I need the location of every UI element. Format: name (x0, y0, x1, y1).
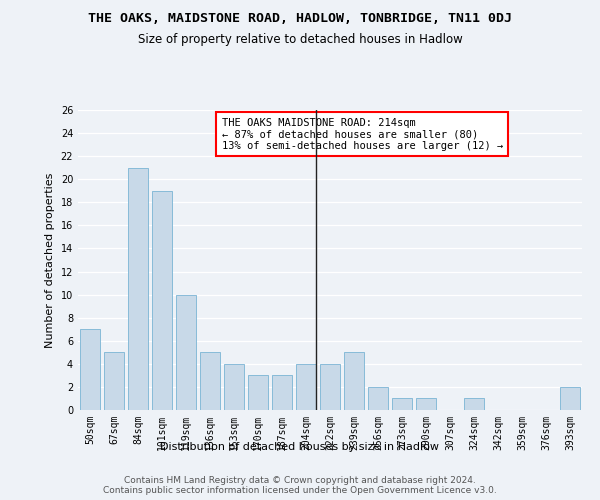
Bar (200, 352, 220, 410)
Bar (320, 364, 340, 410)
Bar (224, 364, 244, 410)
Bar (560, 387, 580, 410)
Text: THE OAKS, MAIDSTONE ROAD, HADLOW, TONBRIDGE, TN11 0DJ: THE OAKS, MAIDSTONE ROAD, HADLOW, TONBRI… (88, 12, 512, 26)
Bar (392, 398, 412, 410)
Bar (272, 376, 292, 410)
Bar (464, 398, 484, 410)
Bar (152, 191, 172, 410)
Bar (344, 352, 364, 410)
Text: Distribution of detached houses by size in Hadlow: Distribution of detached houses by size … (161, 442, 439, 452)
Bar (176, 294, 196, 410)
Text: Size of property relative to detached houses in Hadlow: Size of property relative to detached ho… (137, 32, 463, 46)
Bar (104, 352, 124, 410)
Bar (416, 398, 436, 410)
Y-axis label: Number of detached properties: Number of detached properties (45, 172, 55, 348)
Text: THE OAKS MAIDSTONE ROAD: 214sqm
← 87% of detached houses are smaller (80)
13% of: THE OAKS MAIDSTONE ROAD: 214sqm ← 87% of… (221, 118, 503, 150)
Bar (128, 168, 148, 410)
Text: Contains HM Land Registry data © Crown copyright and database right 2024.
Contai: Contains HM Land Registry data © Crown c… (103, 476, 497, 495)
Bar (296, 364, 316, 410)
Bar (368, 387, 388, 410)
Bar (248, 376, 268, 410)
Bar (80, 329, 100, 410)
